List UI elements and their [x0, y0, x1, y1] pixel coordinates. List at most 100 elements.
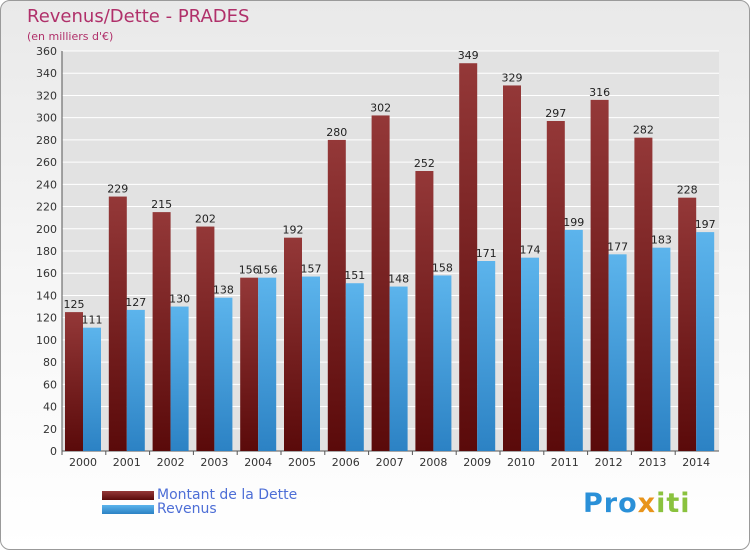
x-tick-label: 2001 — [113, 456, 141, 469]
y-tick-label: 80 — [43, 356, 57, 369]
x-tick-label: 2007 — [376, 456, 404, 469]
bar-revenue — [170, 306, 189, 451]
bar-revenue — [608, 254, 627, 451]
bar-revenue — [521, 257, 539, 451]
data-label-revenue: 157 — [301, 263, 322, 276]
legend-swatch-revenue — [102, 504, 154, 514]
bar-revenue — [696, 232, 715, 451]
bar-debt — [415, 171, 434, 451]
x-tick-label: 2006 — [332, 456, 360, 469]
data-label-revenue: 156 — [257, 264, 278, 277]
y-tick-label: 120 — [36, 312, 57, 325]
data-label-revenue: 177 — [607, 240, 628, 253]
y-tick-label: 300 — [36, 112, 57, 125]
x-tick-label: 2002 — [157, 456, 185, 469]
bar-revenue — [389, 286, 408, 451]
y-tick-label: 180 — [36, 245, 57, 258]
data-label-debt: 125 — [64, 298, 85, 311]
data-label-revenue: 111 — [82, 314, 103, 327]
data-label-debt: 349 — [458, 49, 479, 62]
bar-revenue — [214, 297, 233, 451]
bar-revenue — [652, 247, 671, 451]
chart-subtitle: (en milliers d'€) — [27, 30, 114, 43]
data-label-debt: 252 — [414, 157, 435, 170]
data-label-debt: 316 — [589, 86, 610, 99]
x-tick-label: 2000 — [69, 456, 97, 469]
legend-label-debt: Montant de la Dette — [157, 487, 298, 503]
data-label-debt: 302 — [370, 101, 391, 114]
bar-debt — [546, 121, 565, 451]
data-label-revenue: 199 — [563, 216, 584, 229]
bar-debt — [678, 197, 697, 451]
bar-debt — [459, 63, 478, 451]
y-tick-label: 140 — [36, 289, 57, 302]
y-tick-label: 320 — [36, 89, 57, 102]
data-label-revenue: 197 — [695, 218, 716, 231]
bar-revenue — [302, 276, 320, 451]
data-label-revenue: 183 — [651, 234, 672, 247]
y-tick-label: 200 — [36, 223, 57, 236]
bar-debt — [240, 277, 259, 451]
legend-label-revenue: Revenus — [157, 501, 217, 517]
legend-item-revenue: Revenus — [102, 502, 297, 516]
legend-item-debt: Montant de la Dette — [102, 488, 297, 502]
bar-debt — [65, 312, 83, 451]
x-tick-label: 2013 — [638, 456, 666, 469]
y-tick-label: 340 — [36, 67, 57, 80]
proxiti-logo: Proxiti — [583, 488, 691, 519]
bar-revenue — [126, 309, 145, 451]
data-label-debt: 282 — [633, 124, 654, 137]
x-tick-label: 2011 — [551, 456, 579, 469]
bar-debt — [590, 99, 609, 451]
y-tick-label: 0 — [50, 445, 57, 458]
data-label-debt: 280 — [326, 126, 347, 139]
data-label-revenue: 130 — [169, 293, 190, 306]
data-label-debt: 228 — [677, 184, 698, 197]
data-label-debt: 192 — [283, 224, 304, 237]
data-label-debt: 202 — [195, 213, 216, 226]
bar-revenue — [564, 229, 583, 451]
y-tick-label: 280 — [36, 134, 57, 147]
x-tick-label: 2012 — [595, 456, 623, 469]
legend: Montant de la Dette Revenus — [102, 488, 297, 516]
bar-revenue — [345, 283, 364, 451]
bar-revenue — [477, 261, 496, 451]
y-tick-label: 160 — [36, 267, 57, 280]
data-label-revenue: 171 — [476, 247, 497, 260]
y-tick-label: 360 — [36, 45, 57, 58]
legend-swatch-debt — [102, 490, 154, 500]
data-label-revenue: 158 — [432, 261, 453, 274]
data-label-revenue: 174 — [520, 244, 541, 257]
y-tick-label: 20 — [43, 423, 57, 436]
bar-debt — [371, 115, 390, 451]
data-label-revenue: 151 — [344, 269, 365, 282]
y-tick-label: 60 — [43, 378, 57, 391]
bar-debt — [196, 226, 215, 451]
x-tick-label: 2009 — [463, 456, 491, 469]
data-label-debt: 229 — [107, 183, 128, 196]
x-tick-label: 2008 — [419, 456, 447, 469]
y-tick-label: 100 — [36, 334, 57, 347]
data-label-debt: 329 — [502, 71, 523, 84]
x-tick-label: 2004 — [244, 456, 272, 469]
data-label-revenue: 148 — [388, 273, 409, 286]
bar-debt — [284, 237, 302, 451]
bar-debt — [503, 85, 521, 451]
x-tick-label: 2010 — [507, 456, 535, 469]
data-label-revenue: 138 — [213, 284, 234, 297]
data-label-debt: 215 — [151, 198, 172, 211]
bar-debt — [634, 137, 653, 451]
bar-debt — [152, 212, 171, 451]
bar-debt — [327, 139, 346, 451]
x-tick-label: 2005 — [288, 456, 316, 469]
chart-title: Revenus/Dette - PRADES — [27, 6, 250, 27]
y-tick-label: 40 — [43, 401, 57, 414]
y-tick-label: 260 — [36, 156, 57, 169]
y-tick-label: 240 — [36, 178, 57, 191]
bar-debt — [108, 196, 127, 451]
bar-revenue — [433, 275, 452, 451]
data-label-revenue: 127 — [125, 296, 146, 309]
data-label-debt: 297 — [545, 107, 566, 120]
